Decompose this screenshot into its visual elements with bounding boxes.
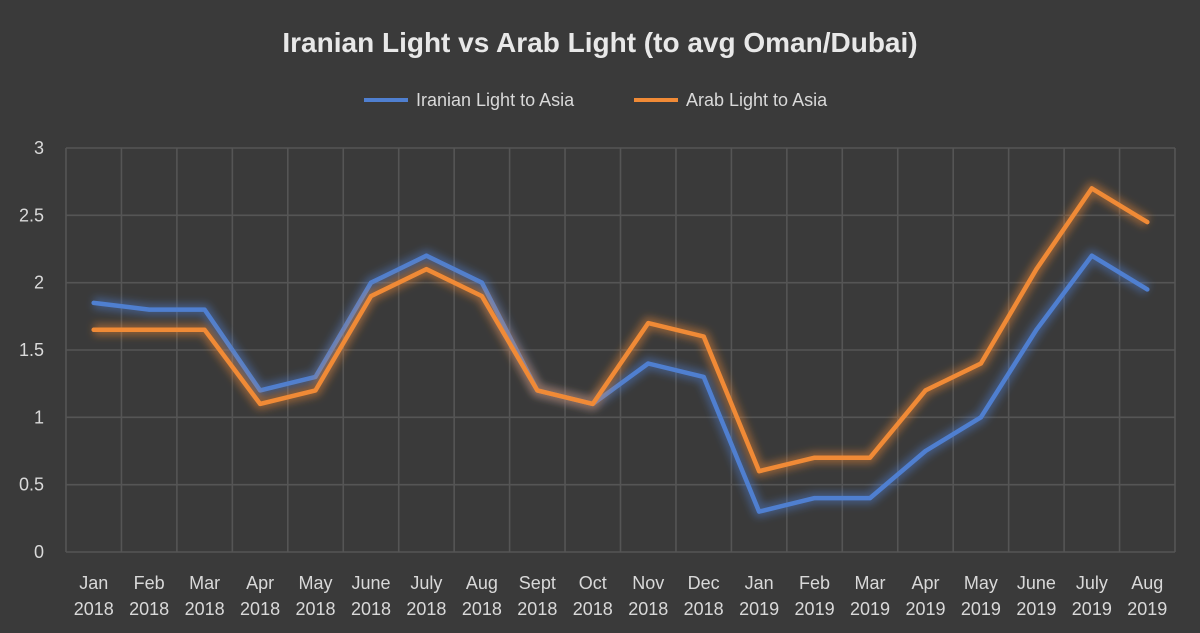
- data-point-arab-light-to-asia: [91, 327, 96, 332]
- data-point-iranian-light-to-asia: [91, 300, 96, 305]
- x-tick-label: Apr 2018: [240, 573, 280, 619]
- series-line-arab-light-to-asia: [91, 186, 1150, 474]
- x-tick-label: Oct 2018: [573, 573, 613, 619]
- data-point-arab-light-to-asia: [1145, 220, 1150, 225]
- x-tick-label: Nov 2018: [628, 573, 668, 619]
- data-point-arab-light-to-asia: [479, 294, 484, 299]
- legend-item-iranian-light: Iranian Light to Asia: [364, 90, 575, 110]
- data-point-iranian-light-to-asia: [1034, 327, 1039, 332]
- y-tick-label: 2: [34, 273, 44, 293]
- legend-label-arab-light: Arab Light to Asia: [686, 90, 828, 110]
- data-point-iranian-light-to-asia: [923, 449, 928, 453]
- data-point-arab-light-to-asia: [147, 327, 152, 332]
- data-point-iranian-light-to-asia: [978, 415, 983, 420]
- series: [91, 182, 1151, 518]
- x-tick-label: May 2018: [296, 573, 336, 619]
- data-point-arab-light-to-asia: [1034, 267, 1039, 272]
- y-tick-label: 0: [34, 542, 44, 562]
- data-point-arab-light-to-asia: [313, 388, 318, 393]
- data-point-arab-light-to-asia: [812, 455, 817, 460]
- y-tick-label: 2.5: [19, 205, 44, 225]
- data-point-arab-light-to-asia: [258, 401, 263, 406]
- y-tick-label: 3: [34, 138, 44, 158]
- data-point-iranian-light-to-asia: [202, 307, 207, 312]
- data-point-arab-light-to-asia: [701, 334, 706, 339]
- x-tick-label: Mar 2019: [850, 573, 890, 619]
- data-point-arab-light-to-asia: [868, 455, 873, 460]
- data-point-arab-light-to-asia: [590, 401, 595, 406]
- data-point-iranian-light-to-asia: [757, 509, 762, 514]
- data-point-iranian-light-to-asia: [868, 496, 873, 501]
- x-tick-label: July 2018: [406, 573, 446, 619]
- data-point-iranian-light-to-asia: [368, 280, 373, 285]
- x-tick-label: Aug 2019: [1127, 573, 1167, 619]
- data-point-arab-light-to-asia: [923, 388, 928, 393]
- x-tick-label: Mar 2018: [185, 573, 225, 619]
- chart-title: Iranian Light vs Arab Light (to avg Oman…: [282, 27, 917, 58]
- x-tick-label: Apr 2019: [905, 573, 945, 619]
- data-point-arab-light-to-asia: [202, 327, 207, 332]
- data-point-iranian-light-to-asia: [812, 496, 817, 501]
- x-axis: Jan 2018 Feb 2018 Mar 2018 Apr 2018 May 2018 June 2…: [74, 573, 1168, 619]
- legend-item-arab-light: Arab Light to Asia: [634, 90, 828, 110]
- data-point-iranian-light-to-asia: [424, 253, 429, 258]
- data-point-iranian-light-to-asia: [646, 361, 651, 366]
- data-point-arab-light-to-asia: [646, 321, 651, 326]
- x-tick-label: Dec 2018: [684, 573, 724, 619]
- x-tick-label: Sept 2018: [517, 573, 557, 619]
- data-point-iranian-light-to-asia: [701, 374, 706, 379]
- data-point-iranian-light-to-asia: [1145, 287, 1150, 292]
- x-tick-label: Aug 2018: [462, 573, 502, 619]
- series-line-iranian-light-to-asia: [91, 253, 1150, 514]
- y-tick-label: 1: [34, 407, 44, 427]
- data-point-arab-light-to-asia: [757, 469, 762, 474]
- x-tick-label: June 2019: [1016, 573, 1056, 619]
- x-tick-label: Feb 2019: [795, 573, 835, 619]
- data-point-iranian-light-to-asia: [1089, 253, 1094, 258]
- data-point-iranian-light-to-asia: [147, 307, 152, 312]
- data-point-arab-light-to-asia: [535, 388, 540, 393]
- data-point-iranian-light-to-asia: [479, 280, 484, 285]
- x-tick-label: June 2018: [351, 573, 391, 619]
- legend: Iranian Light to Asia Arab Light to Asia: [364, 90, 828, 110]
- data-point-arab-light-to-asia: [1089, 186, 1094, 191]
- x-tick-label: July 2019: [1072, 573, 1112, 619]
- x-tick-label: May 2019: [961, 573, 1001, 619]
- data-point-arab-light-to-asia: [978, 361, 983, 366]
- x-tick-label: Jan 2019: [739, 573, 779, 619]
- y-tick-label: 1.5: [19, 340, 44, 360]
- x-tick-label: Jan 2018: [74, 573, 114, 619]
- y-tick-label: 0.5: [19, 475, 44, 495]
- data-point-arab-light-to-asia: [368, 294, 373, 299]
- x-tick-label: Feb 2018: [129, 573, 169, 619]
- data-point-arab-light-to-asia: [424, 267, 429, 272]
- y-axis: 0 0.5 1 1.5 2 2.5 3: [19, 138, 44, 562]
- data-point-iranian-light-to-asia: [258, 388, 263, 393]
- legend-label-iranian-light: Iranian Light to Asia: [416, 90, 575, 110]
